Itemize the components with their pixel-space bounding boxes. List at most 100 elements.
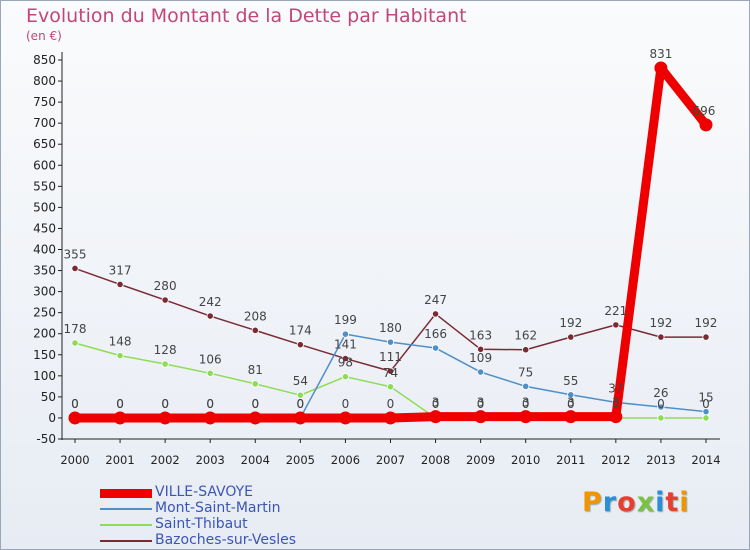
data-point-0 xyxy=(383,411,397,425)
data-point-1 xyxy=(386,338,395,346)
legend-swatch-bazoches-sur-vesles xyxy=(100,540,152,542)
data-point-0 xyxy=(68,411,82,425)
data-label-3: 111 xyxy=(379,350,402,364)
data-label-0: 0 xyxy=(297,397,305,411)
data-point-2 xyxy=(206,369,214,377)
y-tick-label: 450 xyxy=(33,221,56,235)
data-point-3 xyxy=(71,264,79,273)
data-point-2 xyxy=(161,360,169,368)
data-point-3 xyxy=(161,296,169,304)
data-label-1: 0 xyxy=(71,397,79,411)
data-point-0 xyxy=(293,411,307,425)
y-tick-label: 150 xyxy=(33,348,56,362)
data-label-2: 128 xyxy=(154,343,177,357)
data-point-2 xyxy=(116,352,124,360)
data-label-2: 0 xyxy=(567,397,575,411)
data-point-1 xyxy=(431,344,440,352)
data-point-3 xyxy=(431,310,440,318)
data-point-1 xyxy=(567,391,575,399)
x-tick-label: 2014 xyxy=(691,453,720,467)
data-label-3: 221 xyxy=(604,304,627,318)
data-point-2 xyxy=(251,380,259,388)
y-tick-label: 650 xyxy=(33,137,56,151)
y-tick-label: 400 xyxy=(33,243,56,257)
data-point-3 xyxy=(657,333,665,341)
data-label-0: 0 xyxy=(387,397,395,411)
data-point-0 xyxy=(474,410,488,424)
data-label-1: 0 xyxy=(251,397,259,411)
x-tick-label: 2007 xyxy=(376,453,405,467)
legend-swatch-mont-saint-martin xyxy=(100,508,152,510)
data-label-2: 0 xyxy=(477,397,485,411)
y-tick-label: 550 xyxy=(33,179,56,193)
data-label-3: 247 xyxy=(424,293,447,307)
data-point-0 xyxy=(248,411,262,425)
chart-title: Evolution du Montant de la Dette par Hab… xyxy=(26,5,467,27)
data-point-0 xyxy=(338,411,352,425)
y-tick-label: -50 xyxy=(36,432,56,446)
data-point-3 xyxy=(612,321,620,329)
data-label-0: 3 xyxy=(432,396,440,410)
logo-letter: x xyxy=(636,487,656,518)
data-point-0 xyxy=(699,118,713,132)
data-label-3: 162 xyxy=(514,329,537,343)
data-label-1: 180 xyxy=(379,321,402,335)
legend-label-mont-saint-martin: Mont-Saint-Martin xyxy=(155,500,281,516)
y-tick-label: 300 xyxy=(33,285,56,299)
data-point-3 xyxy=(116,280,124,289)
y-tick-label: 50 xyxy=(41,390,56,404)
proxiti-logo: Proxiti xyxy=(582,487,690,518)
x-tick-label: 2012 xyxy=(601,453,630,467)
data-point-3 xyxy=(251,326,259,334)
data-label-3: 242 xyxy=(199,295,222,309)
data-label-0: 3 xyxy=(567,396,575,410)
y-tick-label: 250 xyxy=(33,306,56,320)
data-label-2: 0 xyxy=(522,397,530,411)
x-tick-label: 2010 xyxy=(511,453,540,467)
data-point-3 xyxy=(386,367,395,375)
data-label-0: 3 xyxy=(477,396,485,410)
data-point-3 xyxy=(341,354,350,363)
logo-letter: o xyxy=(617,487,637,518)
data-label-1: 166 xyxy=(424,327,447,341)
data-label-1: 0 xyxy=(297,397,305,411)
y-tick-label: 800 xyxy=(33,74,56,88)
x-tick-label: 2011 xyxy=(556,453,585,467)
data-label-2: 74 xyxy=(383,366,398,380)
data-label-1: 0 xyxy=(206,397,214,411)
x-tick-label: 2001 xyxy=(105,453,134,467)
y-tick-label: 100 xyxy=(33,369,56,383)
data-label-3: 174 xyxy=(289,324,312,338)
data-label-1: 55 xyxy=(563,374,578,388)
data-label-2: 0 xyxy=(657,397,665,411)
data-label-3: 355 xyxy=(64,247,87,261)
data-point-1 xyxy=(702,408,710,416)
data-label-1: 15 xyxy=(698,391,713,405)
data-label-3: 141 xyxy=(334,338,357,352)
data-label-2: 178 xyxy=(64,322,87,336)
data-label-0: 0 xyxy=(116,397,124,411)
legend-label-saint-thibaut: Saint-Thibaut xyxy=(155,516,248,532)
data-label-1: 26 xyxy=(653,386,668,400)
data-label-2: 0 xyxy=(702,397,710,411)
x-tick-label: 2013 xyxy=(646,453,675,467)
data-label-3: 317 xyxy=(109,263,132,277)
data-point-3 xyxy=(296,341,304,349)
data-point-3 xyxy=(702,333,710,341)
data-point-1 xyxy=(522,382,530,390)
data-point-2 xyxy=(386,383,395,391)
logo-letter: t xyxy=(665,487,680,518)
data-label-2: 81 xyxy=(248,363,263,377)
x-tick-label: 2005 xyxy=(286,453,315,467)
data-point-3 xyxy=(477,345,485,353)
data-label-2: 0 xyxy=(432,397,440,411)
x-tick-label: 2004 xyxy=(241,453,270,467)
data-label-0: 0 xyxy=(251,397,259,411)
data-point-3 xyxy=(522,346,530,354)
data-label-3: 192 xyxy=(649,316,672,330)
data-point-2 xyxy=(71,339,79,347)
data-label-1: 0 xyxy=(116,397,124,411)
legend-label-ville-savoye: VILLE-SAVOYE xyxy=(155,484,254,500)
